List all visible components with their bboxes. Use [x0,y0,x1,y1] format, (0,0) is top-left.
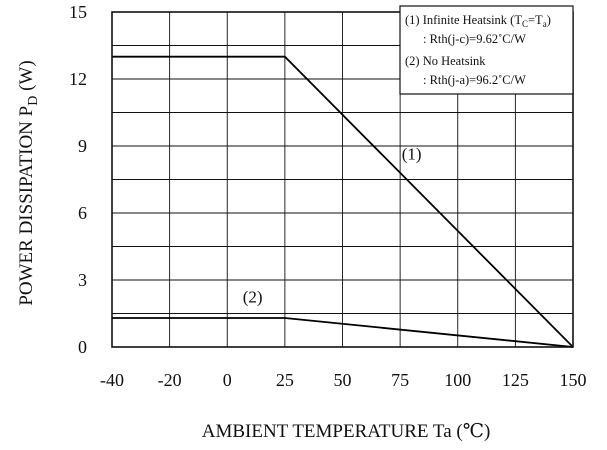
y-tick-label: 15 [69,2,87,22]
x-tick-label: 125 [502,370,529,390]
y-tick-label: 0 [78,337,87,357]
x-tick-label: 75 [391,370,409,390]
x-tick-label: -20 [158,370,182,390]
plot-frame [111,11,574,348]
y-tick-labels: 0 3 6 9 12 15 [69,2,87,357]
x-tick-label: 50 [334,370,352,390]
series-1-callout: (1) [402,144,422,163]
x-axis-title: AMBIENT TEMPERATURE Ta (℃) [202,421,491,442]
x-tick-label: 25 [276,370,294,390]
x-tick-labels: -40 -20 0 25 50 75 100 125 150 [100,370,587,390]
series-lines [112,55,574,348]
x-tick-label: 0 [223,370,232,390]
y-tick-label: 9 [78,136,87,156]
y-tick-label: 12 [69,69,87,89]
legend-item-2-line-1: (2) No Heatsink [405,54,486,68]
legend-item-2-line-2: : Rth(j-a)=96.2˚C/W [423,73,526,87]
legend-item-1-line-2: : Rth(j-c)=9.62˚C/W [423,32,526,46]
x-tick-label: -40 [100,370,124,390]
y-tick-label: 3 [78,270,87,290]
legend: (1) Infinite Heatsink (TC=Ta) : Rth(j-c)… [399,5,574,95]
legend-item-1-line-1: (1) Infinite Heatsink (TC=Ta) [405,13,551,29]
x-tick-label: 150 [560,370,587,390]
series-line-2 [112,317,574,348]
y-tick-label: 6 [78,203,87,223]
y-axis-title: POWER DISSIPATION PD (W) [16,60,41,305]
x-tick-label: 100 [444,370,471,390]
legend-box [399,5,574,95]
series-line-1 [112,55,574,348]
series-2-callout: (2) [243,287,263,306]
